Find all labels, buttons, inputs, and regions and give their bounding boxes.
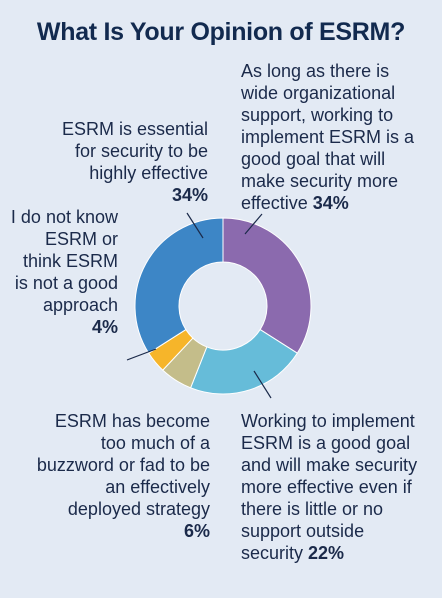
label-essential: ESRM is essential for security to be hig… <box>40 118 208 206</box>
label-do-not-know-pct: 4% <box>91 317 118 337</box>
label-essential-text: ESRM is essential for security to be hig… <box>61 119 208 183</box>
label-wide-support-pct: 34% <box>312 193 349 213</box>
label-little-support-text: Working to implement ESRM is a good goal… <box>241 411 418 563</box>
label-essential-pct: 34% <box>171 185 208 205</box>
label-wide-support: As long as there is wide organizational … <box>241 60 431 214</box>
slice-wide-support <box>222 217 312 354</box>
chart-title: What Is Your Opinion of ESRM? <box>36 18 406 46</box>
label-do-not-know-text: I do not know ESRM or think ESRM is not … <box>10 207 118 315</box>
label-wide-support-text: As long as there is wide organizational … <box>241 61 415 213</box>
leader-do-not-know <box>126 348 157 361</box>
label-little-support: Working to implement ESRM is a good goal… <box>241 410 421 564</box>
label-little-support-pct: 22% <box>308 543 345 563</box>
slice-essential <box>134 217 224 354</box>
leader-little-support <box>253 370 272 399</box>
leader-wide-support <box>244 213 263 235</box>
label-buzzword-pct: 6% <box>183 521 210 541</box>
label-do-not-know: I do not know ESRM or think ESRM is not … <box>10 206 118 338</box>
label-buzzword: ESRM has become too much of a buzzword o… <box>30 410 210 542</box>
leader-essential <box>186 212 204 239</box>
label-buzzword-text: ESRM has become too much of a buzzword o… <box>36 411 210 519</box>
